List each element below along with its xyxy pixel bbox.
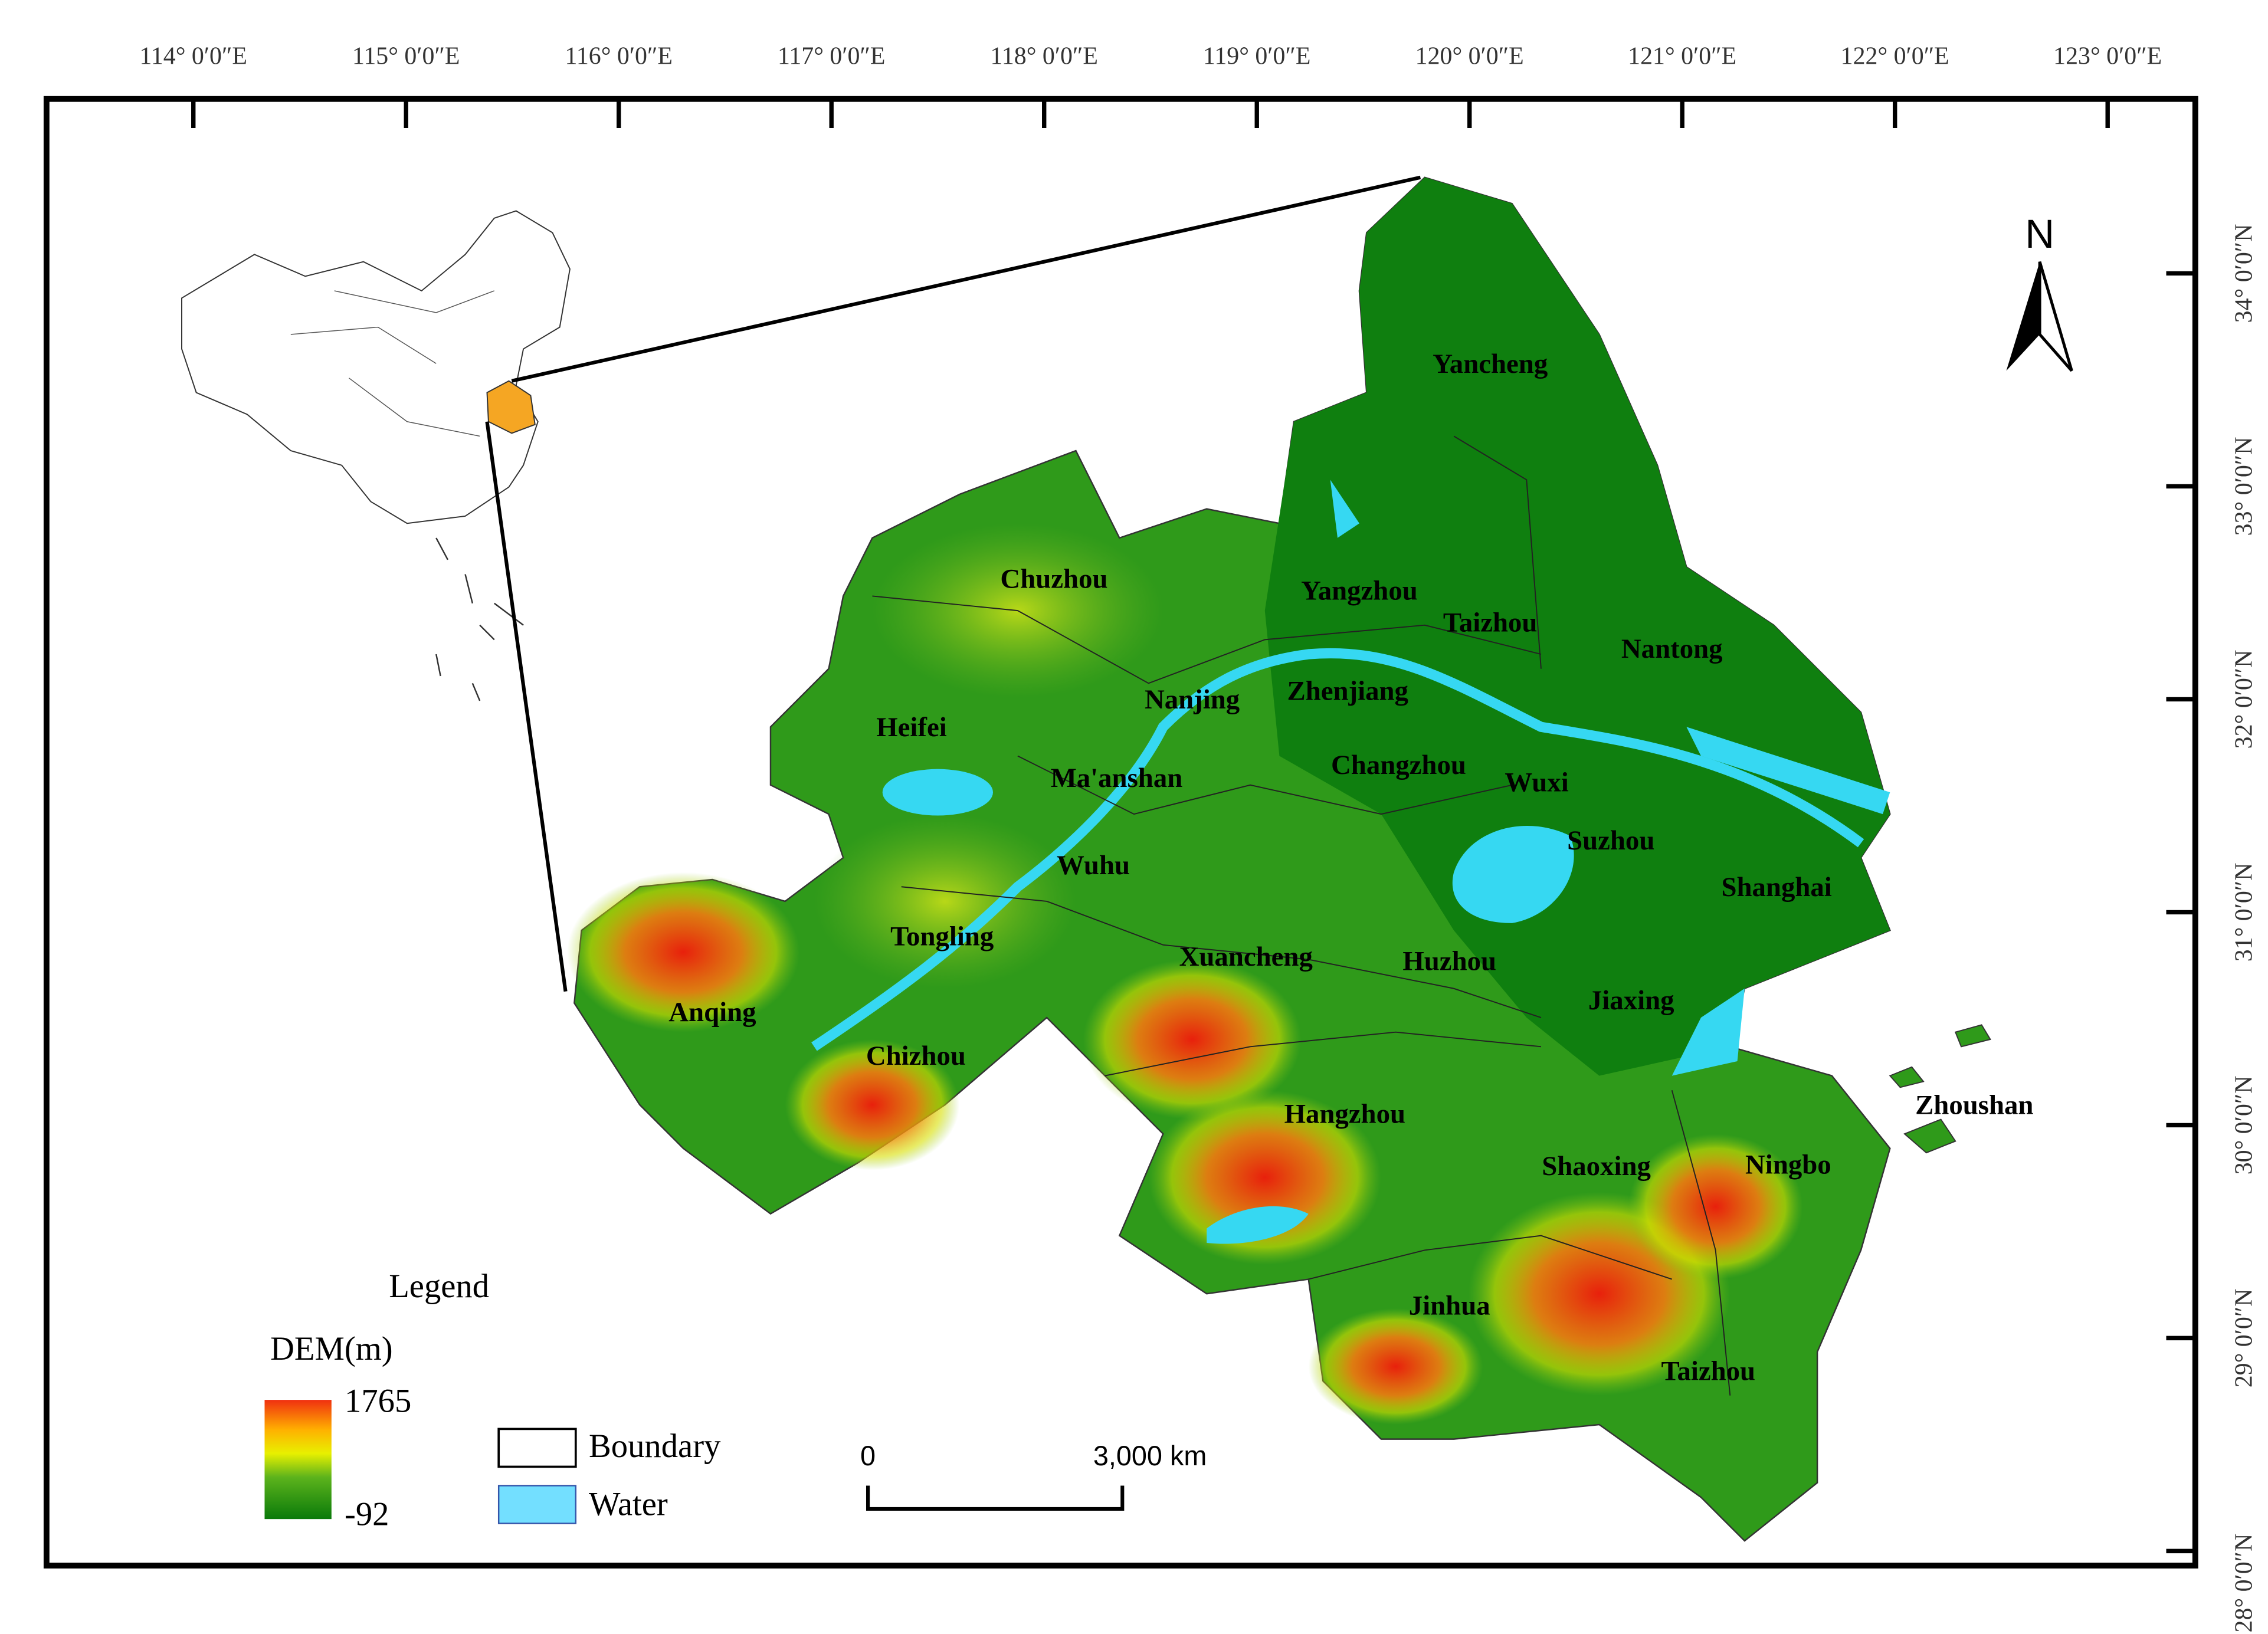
city-label: Taizhou bbox=[1443, 607, 1538, 638]
longitude-label: 121° 0′0″E bbox=[1628, 42, 1736, 70]
inset-map bbox=[181, 175, 1421, 992]
boundary-label: Boundary bbox=[589, 1428, 721, 1465]
longitude-label: 118° 0′0″E bbox=[990, 42, 1098, 70]
water-swatch bbox=[497, 1485, 577, 1524]
latitude-label: 34° 0′0″N bbox=[2231, 224, 2258, 323]
latitude-label: 31° 0′0″N bbox=[2231, 862, 2258, 962]
dem-title: DEM(m) bbox=[270, 1331, 393, 1367]
study-region bbox=[567, 176, 1991, 1542]
city-label: Wuhu bbox=[1057, 850, 1130, 881]
legend: Legend DEM(m) 1765 -92 Boundary Water bbox=[264, 1268, 721, 1533]
dem-min: -92 bbox=[345, 1497, 389, 1533]
city-label: Jinhua bbox=[1409, 1291, 1490, 1321]
city-label: Ma'anshan bbox=[1051, 763, 1183, 793]
longitude-label: 120° 0′0″E bbox=[1415, 42, 1524, 70]
latitude-label: 33° 0′0″N bbox=[2231, 437, 2258, 536]
dem-max: 1765 bbox=[345, 1383, 411, 1419]
city-label: Zhenjiang bbox=[1287, 675, 1408, 706]
city-label: Wuxi bbox=[1505, 767, 1568, 798]
longitude-label: 119° 0′0″E bbox=[1203, 42, 1311, 70]
city-label: Chuzhou bbox=[1000, 564, 1107, 595]
longitude-label: 122° 0′0″E bbox=[1841, 42, 1949, 70]
city-label: Suzhou bbox=[1567, 825, 1654, 856]
city-label: Huzhou bbox=[1402, 946, 1496, 977]
longitude-label: 115° 0′0″E bbox=[352, 42, 460, 70]
north-label: N bbox=[2025, 211, 2054, 257]
city-label: Nantong bbox=[1621, 634, 1723, 664]
city-label: Yancheng bbox=[1433, 349, 1548, 379]
water-label: Water bbox=[589, 1486, 668, 1523]
scale-bar: 0 3,000 km bbox=[860, 1441, 1207, 1511]
latitude-label: 28° 0′0″N bbox=[2231, 1534, 2258, 1633]
latitude-label: 30° 0′0″N bbox=[2231, 1075, 2258, 1174]
longitude-label: 117° 0′0″E bbox=[778, 42, 886, 70]
city-label: Xuancheng bbox=[1179, 941, 1313, 972]
city-label: Chizhou bbox=[866, 1041, 966, 1071]
city-label: Tongling bbox=[890, 921, 994, 952]
map-frame bbox=[43, 96, 2198, 1569]
scale-end: 3,000 km bbox=[1093, 1441, 1207, 1471]
city-label: Changzhou bbox=[1331, 750, 1466, 780]
longitude-label: 114° 0′0″E bbox=[139, 42, 247, 70]
city-label: Yangzhou bbox=[1301, 575, 1418, 606]
longitude-label: 116° 0′0″E bbox=[565, 42, 673, 70]
city-label: Hangzhou bbox=[1284, 1098, 1405, 1129]
latitude-label: 29° 0′0″N bbox=[2231, 1288, 2258, 1387]
map-labels: 114° 0′0″E 115° 0′0″E 116° 0′0″E 117° 0′0″E… bbox=[139, 42, 2257, 1632]
city-label: Zhoushan bbox=[1915, 1090, 2033, 1121]
city-label: Anqing bbox=[668, 997, 756, 1028]
city-label: Taizhou bbox=[1661, 1356, 1756, 1387]
latitude-label: 32° 0′0″N bbox=[2231, 650, 2258, 749]
city-label: Shaoxing bbox=[1542, 1151, 1651, 1182]
city-label: Jiaxing bbox=[1588, 985, 1674, 1016]
longitude-label: 123° 0′0″E bbox=[2053, 42, 2162, 70]
scale-start: 0 bbox=[860, 1441, 876, 1471]
city-label: Shanghai bbox=[1721, 872, 1831, 903]
north-arrow: N bbox=[2006, 211, 2073, 372]
dem-gradient bbox=[264, 1400, 332, 1520]
city-label: Ningbo bbox=[1745, 1150, 1831, 1180]
city-label: Heifei bbox=[876, 712, 947, 743]
boundary-swatch bbox=[497, 1428, 577, 1468]
city-label: Nanjing bbox=[1145, 684, 1240, 715]
legend-title: Legend bbox=[389, 1268, 489, 1305]
